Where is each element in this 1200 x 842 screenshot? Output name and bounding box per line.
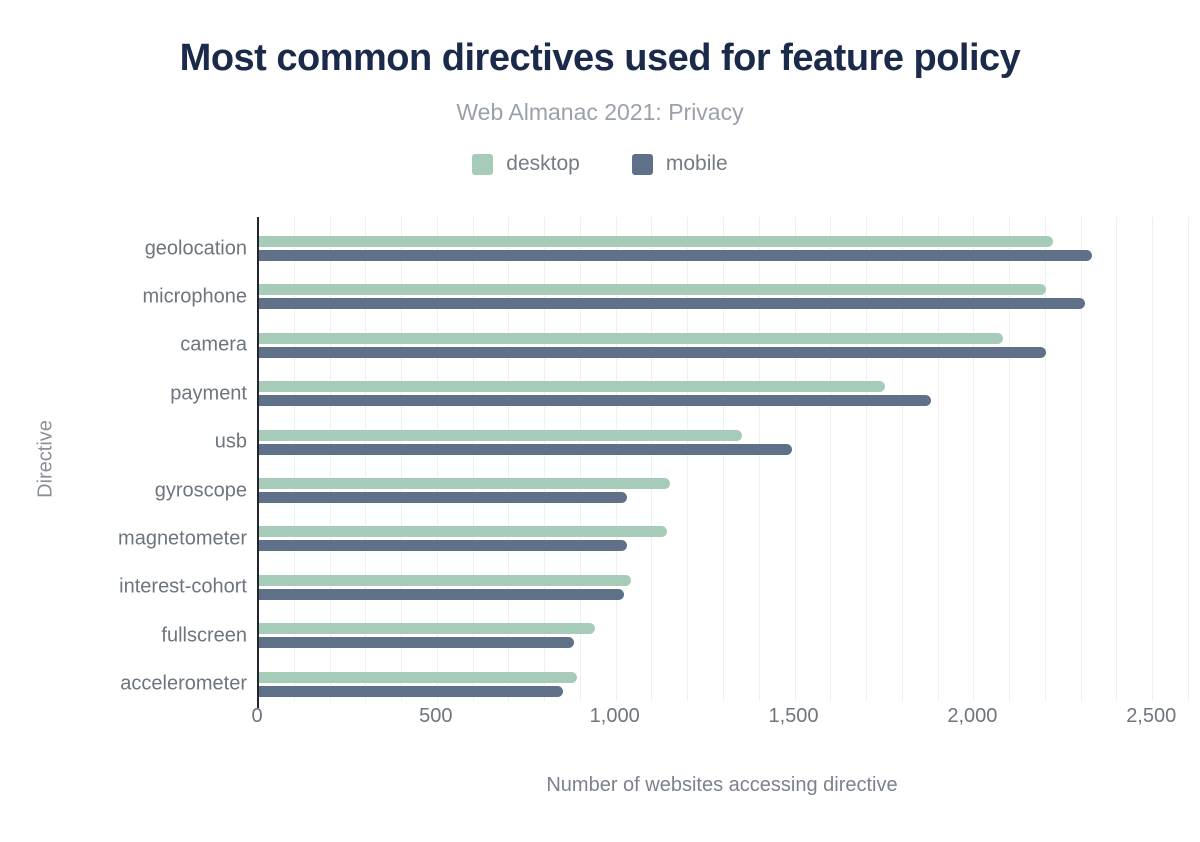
- gridline: [651, 217, 653, 701]
- bar-desktop-microphone[interactable]: [259, 284, 1046, 296]
- gridline: [1080, 217, 1082, 701]
- gridline: [1009, 217, 1011, 701]
- bar-group-fullscreen: fullscreen: [161, 604, 1189, 652]
- gridline: [508, 217, 510, 701]
- gridline: [544, 217, 546, 701]
- bar-group-microphone: microphone: [142, 265, 1189, 313]
- x-tick-label: 1,000: [589, 705, 640, 727]
- gridline: [579, 217, 581, 701]
- gridline: [329, 217, 331, 701]
- legend-label-desktop: desktop: [506, 152, 580, 175]
- legend-item-mobile: mobile: [631, 152, 728, 176]
- legend-swatch-desktop: [472, 153, 494, 175]
- plot-area: geolocation microphone camera payment usb gyr…: [118, 217, 1189, 708]
- legend-swatch-mobile: [631, 153, 653, 175]
- gridline: [901, 217, 903, 701]
- bar-desktop-usb[interactable]: [259, 429, 742, 441]
- bar-mobile-fullscreen[interactable]: [259, 637, 574, 649]
- bar-group-geolocation: geolocation: [145, 217, 1189, 265]
- bar-group-camera: camera: [180, 314, 1189, 362]
- x-tick-label: 2,000: [947, 705, 998, 727]
- bar-group-accelerometer: accelerometer: [120, 653, 1189, 701]
- x-axis-tick-labels: 0 500 1,000 1,500 2,000 2,500: [251, 705, 1187, 729]
- bar-desktop-interest-cohort[interactable]: [259, 574, 631, 586]
- bar-desktop-camera[interactable]: [259, 332, 1003, 344]
- category-label: fullscreen: [161, 624, 247, 647]
- bar-desktop-payment[interactable]: [259, 381, 885, 393]
- bar-mobile-interest-cohort[interactable]: [259, 588, 624, 600]
- chart-title: Most common directives used for feature …: [179, 37, 1021, 79]
- gridline: [1044, 217, 1046, 701]
- gridline: [973, 217, 975, 701]
- gridline: [365, 217, 367, 701]
- gridline: [1188, 217, 1189, 701]
- category-label: geolocation: [144, 237, 247, 259]
- category-label: payment: [170, 382, 247, 405]
- gridline: [937, 217, 939, 701]
- bar-mobile-geolocation[interactable]: [259, 250, 1093, 261]
- bar-group-gyroscope: gyroscope: [155, 459, 1189, 507]
- gridline: [866, 217, 868, 701]
- x-tick-label: 2,500: [1126, 705, 1177, 727]
- bar-desktop-fullscreen[interactable]: [259, 623, 596, 635]
- gridline: [723, 217, 724, 701]
- gridline: [615, 217, 617, 701]
- legend-item-desktop: desktop: [472, 152, 580, 176]
- bar-mobile-gyroscope[interactable]: [259, 492, 628, 503]
- category-label: magnetometer: [118, 527, 247, 550]
- bar-mobile-camera[interactable]: [259, 346, 1046, 358]
- bar-mobile-accelerometer[interactable]: [259, 685, 564, 697]
- gridline: [1152, 217, 1154, 701]
- bar-mobile-usb[interactable]: [259, 443, 792, 455]
- gridline: [794, 217, 796, 701]
- gridline: [758, 217, 760, 701]
- category-label: microphone: [142, 285, 247, 308]
- category-label: accelerometer: [120, 672, 247, 695]
- y-axis-title: Directive: [34, 420, 57, 498]
- x-axis-title: Number of websites accessing directive: [546, 774, 898, 796]
- bar-group-magnetometer: magnetometer: [118, 507, 1189, 555]
- gridline: [1116, 217, 1118, 701]
- x-tick-label: 500: [419, 705, 453, 727]
- gridline: [472, 217, 474, 701]
- bar-group-interest-cohort: interest-cohort: [119, 556, 1189, 604]
- bar-desktop-magnetometer[interactable]: [259, 526, 667, 538]
- category-label: gyroscope: [154, 479, 247, 501]
- category-label: camera: [180, 333, 247, 356]
- x-tick-label: 0: [251, 705, 263, 727]
- bar-desktop-gyroscope[interactable]: [259, 478, 671, 489]
- bar-group-usb: usb: [215, 411, 1189, 459]
- gridline: [401, 217, 403, 701]
- chart-subtitle: Web Almanac 2021: Privacy: [456, 99, 744, 125]
- bar-mobile-payment[interactable]: [259, 395, 932, 407]
- x-tick-label: 1,500: [768, 705, 819, 727]
- gridline: [687, 217, 689, 701]
- bar-mobile-microphone[interactable]: [259, 298, 1086, 310]
- gridline: [436, 217, 438, 701]
- bar-desktop-accelerometer[interactable]: [259, 671, 578, 683]
- gridline: [293, 217, 295, 701]
- bar-group-payment: payment: [170, 362, 1189, 410]
- legend-label-mobile: mobile: [665, 152, 728, 175]
- y-axis-line: [257, 701, 259, 708]
- category-label: interest-cohort: [119, 575, 247, 598]
- bar-mobile-magnetometer[interactable]: [259, 540, 628, 552]
- legend: desktop mobile: [0, 152, 1200, 176]
- bar-desktop-geolocation[interactable]: [259, 236, 1054, 247]
- gridline: [830, 217, 832, 701]
- category-label: usb: [214, 430, 247, 453]
